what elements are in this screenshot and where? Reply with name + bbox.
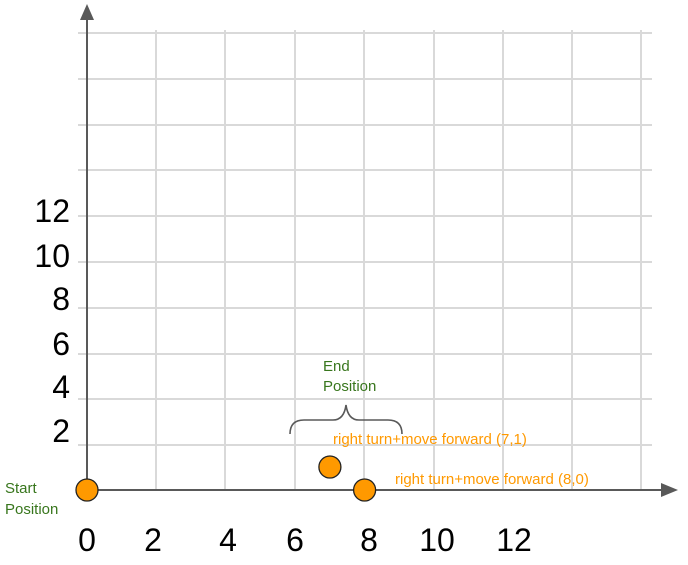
position-point-move-8-0 [352, 478, 377, 502]
y-tick-label: 8 [52, 281, 70, 317]
end-position-label-line2: Position [323, 378, 376, 395]
x-tick-label: 4 [219, 522, 237, 558]
y-tick-label: 6 [52, 326, 70, 362]
y-tick-label: 10 [34, 238, 70, 274]
y-tick-labels: 2 4 6 8 10 12 [34, 193, 70, 449]
y-axis-arrowhead [80, 4, 94, 20]
points-layer [75, 455, 377, 502]
end-position-label-line1: End [323, 358, 350, 375]
y-tick-label: 4 [52, 369, 70, 405]
y-tick-label: 12 [34, 193, 70, 229]
position-point-start [75, 478, 99, 502]
start-position-label-line1: Start [5, 480, 38, 497]
x-tick-label: 8 [360, 522, 378, 558]
position-point-move-7-1 [318, 455, 342, 479]
y-tick-label: 2 [52, 413, 70, 449]
start-position-label-line2: Position [5, 501, 58, 518]
end-position-brace [289, 404, 403, 435]
grid-lines [78, 30, 652, 490]
x-tick-label: 6 [286, 522, 304, 558]
x-tick-label: 12 [496, 522, 532, 558]
x-tick-labels: 0 2 4 6 8 10 12 [78, 522, 532, 558]
x-axis-arrowhead [661, 483, 678, 497]
point-label-8-0: right turn+move forward (8,0) [395, 471, 589, 488]
x-tick-label: 10 [419, 522, 455, 558]
point-label-7-1: right turn+move forward (7,1) [333, 431, 527, 448]
x-tick-label: 0 [78, 522, 96, 558]
x-tick-label: 2 [144, 522, 162, 558]
